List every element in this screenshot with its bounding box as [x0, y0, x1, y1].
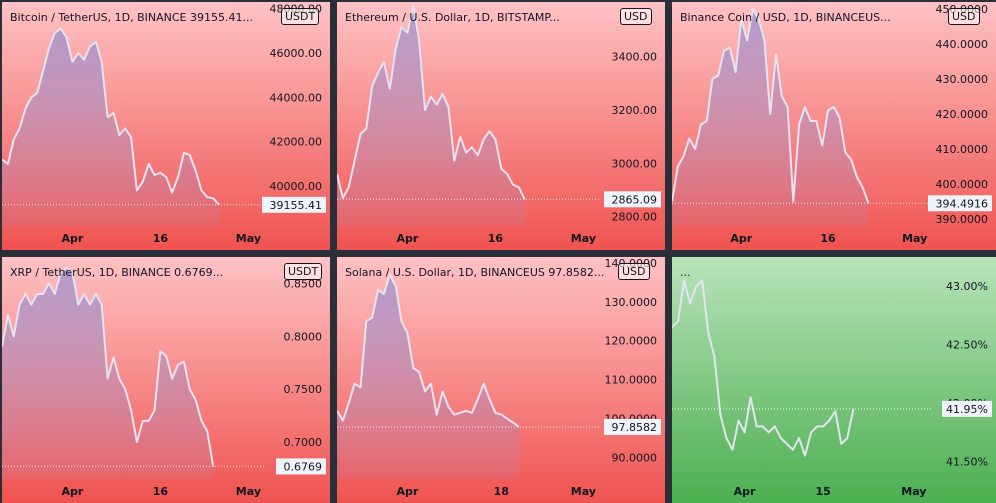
panel-xrp[interactable]: 0.7000 0.7500 0.8000 0.8500 0.6769 Apr 16 May X…: [2, 257, 330, 503]
last-price-badge: [262, 196, 326, 213]
x-tick-label: Apr: [61, 485, 83, 498]
x-tick-label: Apr: [396, 232, 418, 245]
x-tick-label: 15: [816, 485, 831, 498]
y-tick-label: 430.0000: [936, 73, 989, 86]
y-tick-label: 0.7500: [284, 383, 323, 396]
y-tick-label: 440.0000: [936, 38, 989, 51]
last-price-badge: [928, 195, 992, 212]
y-tick-label: 90.0000: [612, 452, 658, 465]
last-price-label: 39155.41: [270, 199, 323, 212]
x-tick-label: Apr: [734, 485, 756, 498]
last-price-badge: [604, 191, 661, 208]
x-tick-label: 16: [153, 232, 169, 245]
series-line: [672, 8, 870, 204]
chart-title: Binance Coin / USD, 1D, BINANCEUS...: [680, 11, 891, 24]
series-line: [2, 27, 220, 206]
x-tick-label: Apr: [61, 232, 83, 245]
last-price-label: 97.8582: [612, 421, 658, 434]
x-tick-label: 16: [820, 232, 836, 245]
y-tick-label: 0.8000: [284, 330, 323, 343]
y-tick-label: 400.0000: [936, 178, 989, 191]
x-tick-label: Apr: [396, 485, 418, 498]
panel-sol[interactable]: 90.0000100.0000110.0000120.0000130.00001…: [337, 257, 665, 503]
y-tick-label: 41.50%: [946, 455, 988, 468]
last-price-label: 41.95%: [946, 403, 988, 416]
y-tick-label: 40000.00: [270, 180, 323, 193]
series-line: [2, 266, 215, 467]
x-tick-label: 16: [153, 485, 169, 498]
y-tick-label: 46000.00: [270, 47, 323, 60]
y-tick-label: 42000.00: [270, 136, 323, 149]
series-area: [337, 274, 519, 479]
currency-button[interactable]: USD: [618, 263, 650, 280]
last-price-badge: [604, 418, 661, 435]
chart-btc: 40000.0042000.0044000.0046000.0048000.00…: [2, 2, 330, 250]
y-tick-label: 0.7000: [284, 436, 323, 449]
y-tick-label: 3400.00: [612, 51, 658, 64]
panel-background: [672, 257, 996, 503]
chart-title: Solana / U.S. Dollar, 1D, BINANCEUS 97.8…: [345, 266, 605, 279]
x-tick-label: 18: [494, 485, 509, 498]
y-tick-label: 120.0000: [605, 335, 658, 348]
y-tick-label: 410.0000: [936, 143, 989, 156]
x-tick-label: 16: [488, 232, 504, 245]
panel-eth[interactable]: 2800.00 3000.00 3200.00 3400.00 2865.09 Apr 16…: [337, 2, 665, 250]
last-price-badge: [942, 400, 992, 417]
panel-bnb[interactable]: 390.0000 400.0000 410.0000 420.0000 430.0000…: [672, 2, 996, 250]
x-tick-label: May: [902, 232, 927, 245]
last-price-label: 0.6769: [284, 460, 323, 473]
currency-button[interactable]: USD: [948, 8, 980, 25]
series-area: [2, 267, 214, 479]
y-tick-label: 44000.00: [270, 91, 323, 104]
x-tick-label: May: [901, 485, 926, 498]
last-price-label: 2865.09: [612, 193, 658, 206]
y-tick-label: 0.8500: [284, 277, 323, 290]
y-tick-label: 110.0000: [605, 374, 658, 387]
series-area: [337, 6, 525, 226]
chart-title: Bitcoin / TetherUS, 1D, BINANCE 39155.41…: [10, 11, 253, 24]
x-tick-label: May: [236, 232, 261, 245]
y-tick-label: 42.50%: [946, 339, 988, 352]
chart-xrp: 0.7000 0.7500 0.8000 0.8500 0.6769 Apr 16 May: [2, 257, 330, 503]
x-tick-label: May: [571, 485, 596, 498]
currency-button[interactable]: USDT: [281, 8, 320, 25]
series-line: [337, 273, 520, 428]
chart-title: Ethereum / U.S. Dollar, 1D, BITSTAMP...: [345, 11, 560, 24]
last-price-badge: [276, 458, 326, 475]
series-line: [672, 279, 855, 457]
series-line: [337, 5, 526, 200]
chart-bnb: 390.0000 400.0000 410.0000 420.0000 430.0000…: [672, 2, 996, 250]
y-tick-label: 390.0000: [936, 213, 989, 226]
currency-button[interactable]: USDT: [284, 263, 323, 280]
chart-title: XRP / TetherUS, 1D, BINANCE 0.6769...: [10, 266, 224, 279]
panel-btc[interactable]: 40000.0042000.0044000.0046000.0048000.00…: [2, 2, 330, 250]
x-tick-label: May: [236, 485, 261, 498]
x-tick-label: Apr: [730, 232, 752, 245]
x-tick-label: May: [571, 232, 596, 245]
y-tick-label: 3000.00: [612, 157, 658, 170]
y-tick-label: 130.0000: [605, 296, 658, 309]
y-tick-label: 2800.00: [612, 211, 658, 224]
chart-title: ...: [680, 266, 691, 279]
y-tick-label: 3200.00: [612, 104, 658, 117]
currency-button[interactable]: USD: [620, 8, 652, 25]
y-tick-label: 420.0000: [936, 108, 989, 121]
last-price-label: 394.4916: [936, 197, 989, 210]
chart-sol: 90.0000100.0000110.0000120.0000130.00001…: [337, 257, 665, 503]
chart-eth: 2800.00 3000.00 3200.00 3400.00 2865.09 Apr 16…: [337, 2, 665, 250]
y-tick-label: 43.00%: [946, 280, 988, 293]
